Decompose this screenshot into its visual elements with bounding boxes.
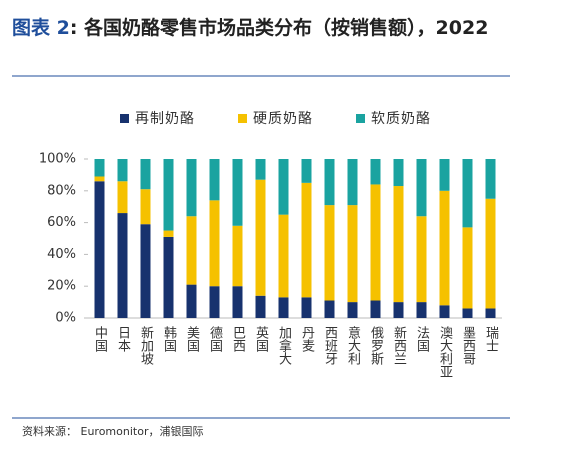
bar-segment (370, 159, 381, 185)
bar-segment (94, 159, 105, 177)
bar-segment (94, 181, 105, 318)
x-tick-label: 中国 (92, 326, 107, 352)
y-tick-label: 40% (47, 247, 76, 262)
legend-label: 硬质奶酪 (253, 111, 313, 127)
bar-segment (301, 182, 312, 298)
bar-segment (163, 159, 174, 231)
bar-segment (485, 159, 496, 199)
bar-segment (232, 286, 243, 318)
x-tick-label: 瑞士 (483, 326, 499, 352)
bar-segment (186, 216, 197, 285)
y-tick-label: 100% (39, 152, 76, 167)
bar-segment (416, 216, 427, 303)
bar-segment (209, 159, 220, 201)
legend-label: 再制奶酪 (135, 111, 195, 127)
bar-segment (393, 302, 404, 318)
bar-segment (140, 189, 151, 225)
bar-segment (117, 181, 128, 214)
figure-title: 图表 2: 各国奶酪零售市场品类分布（按销售额），2022 (12, 14, 552, 42)
figure-label: 图表 2 (12, 17, 70, 39)
x-tick-label: 墨西哥 (460, 326, 476, 365)
x-tick-label: 美国 (184, 326, 200, 352)
bar-segment (393, 186, 404, 303)
y-tick-label: 0% (55, 311, 76, 326)
bar-segment (163, 236, 174, 318)
x-tick-label: 韩国 (161, 326, 177, 352)
bar-segment (462, 308, 473, 318)
bar-segment (186, 159, 197, 217)
bar-segment (393, 159, 404, 187)
bar-segment (255, 159, 266, 180)
bar-segment (209, 286, 220, 318)
x-tick-label: 英国 (253, 326, 269, 352)
x-tick-label: 丹麦 (299, 326, 315, 352)
bar-segment (324, 300, 335, 318)
bar-segment (278, 214, 289, 298)
bar-segment (347, 302, 358, 318)
bar-segment (462, 159, 473, 228)
source: 资料来源： Euromonitor，浦银国际 (22, 424, 203, 438)
bar-segment (255, 295, 266, 318)
bar-segment (278, 297, 289, 318)
bar-segment (485, 308, 496, 318)
bar-segment (255, 179, 266, 296)
bar-segment (347, 205, 358, 303)
bar-segment (439, 305, 450, 318)
y-tick-label: 80% (47, 183, 76, 198)
legend-label: 软质奶酪 (371, 111, 431, 127)
bar-segment (416, 302, 427, 318)
bar-segment (370, 184, 381, 301)
bar-segment (370, 300, 381, 318)
x-tick-label: 巴西 (230, 326, 246, 352)
bar-segment (324, 159, 335, 206)
chart-title: : 各国奶酪零售市场品类分布（按销售额），2022 (69, 17, 489, 39)
bar-segment (140, 224, 151, 318)
x-tick-label: 意大利 (345, 325, 361, 365)
bar-segment (347, 159, 358, 206)
x-tick-label: 新西兰 (391, 325, 407, 365)
x-tick-label: 俄罗斯 (368, 326, 384, 366)
bar-segment (232, 159, 243, 226)
bar-segment (301, 297, 312, 318)
bar-segment (324, 205, 335, 301)
bar-segment (485, 198, 496, 309)
bar-segment (140, 159, 151, 190)
x-tick-label: 澳大利亚 (437, 325, 453, 378)
y-tick-label: 60% (47, 215, 76, 230)
bar-segment (439, 159, 450, 191)
bar-segment (439, 190, 450, 306)
bar-segment (94, 176, 105, 182)
bar-segment (278, 159, 289, 215)
x-tick-label: 法国 (414, 326, 430, 352)
bar-segment (416, 159, 427, 217)
x-tick-label: 日本 (115, 326, 131, 352)
bar-segment (186, 284, 197, 318)
x-tick-label: 西班牙 (322, 326, 338, 365)
bar-segment (117, 159, 128, 182)
legend-swatch (356, 114, 365, 123)
bar-segment (117, 213, 128, 318)
bar-segment (462, 227, 473, 309)
legend-swatch (120, 114, 129, 123)
bar-segment (232, 225, 243, 287)
bar-segment (209, 200, 220, 287)
y-tick-label: 20% (47, 279, 76, 294)
x-tick-label: 德国 (207, 326, 223, 352)
x-tick-label: 加拿大 (276, 326, 292, 365)
bar-segment (163, 230, 174, 237)
x-tick-label: 新加坡 (138, 325, 154, 365)
bar-segment (301, 159, 312, 183)
legend-swatch (238, 114, 247, 123)
